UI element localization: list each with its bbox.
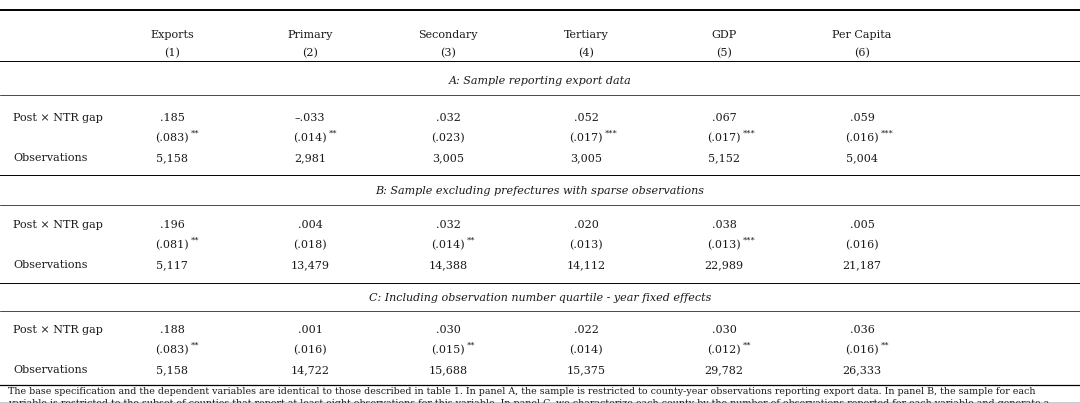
Text: .196: .196 [160, 220, 185, 230]
Text: (.081): (.081) [156, 240, 189, 250]
Text: .188: .188 [160, 325, 185, 335]
Text: **: ** [328, 129, 337, 137]
Text: .038: .038 [712, 220, 737, 230]
Text: (.016): (.016) [846, 133, 879, 143]
Text: 5,004: 5,004 [846, 153, 878, 163]
Text: .185: .185 [160, 113, 185, 123]
Text: Tertiary: Tertiary [564, 30, 608, 40]
Text: (5): (5) [716, 48, 732, 58]
Text: 5,117: 5,117 [157, 260, 188, 270]
Text: ***: *** [605, 129, 617, 137]
Text: Observations: Observations [13, 153, 87, 163]
Text: **: ** [467, 237, 475, 245]
Text: .067: .067 [712, 113, 737, 123]
Text: (.013): (.013) [569, 240, 603, 250]
Text: .052: .052 [573, 113, 598, 123]
Text: 3,005: 3,005 [570, 153, 602, 163]
Text: A: Sample reporting export data: A: Sample reporting export data [448, 76, 632, 86]
Text: 26,333: 26,333 [842, 365, 881, 375]
Text: (.013): (.013) [707, 240, 741, 250]
Text: 5,158: 5,158 [156, 153, 188, 163]
Text: B: Sample excluding prefectures with sparse observations: B: Sample excluding prefectures with spa… [376, 186, 704, 196]
Text: ***: *** [880, 129, 893, 137]
Text: (.012): (.012) [707, 345, 741, 355]
Text: (.014): (.014) [431, 240, 464, 250]
Text: .022: .022 [573, 325, 598, 335]
Text: Primary: Primary [287, 30, 333, 40]
Text: Exports: Exports [150, 30, 194, 40]
Text: 22,989: 22,989 [704, 260, 743, 270]
Text: –.033: –.033 [295, 113, 325, 123]
Text: 15,375: 15,375 [567, 365, 606, 375]
Text: The base specification and the dependent variables are identical to those descri: The base specification and the dependent… [8, 388, 1036, 397]
Text: (.023): (.023) [431, 133, 464, 143]
Text: 5,158: 5,158 [156, 365, 188, 375]
Text: .005: .005 [850, 220, 875, 230]
Text: (.016): (.016) [846, 240, 879, 250]
Text: **: ** [190, 237, 199, 245]
Text: .032: .032 [435, 220, 460, 230]
Text: Observations: Observations [13, 260, 87, 270]
Text: Observations: Observations [13, 365, 87, 375]
Text: (1): (1) [164, 48, 180, 58]
Text: **: ** [190, 129, 199, 137]
Text: **: ** [467, 342, 475, 349]
Text: variable is restricted to the subset of counties that report at least eight obse: variable is restricted to the subset of … [8, 399, 1050, 403]
Text: Post × NTR gap: Post × NTR gap [13, 113, 103, 123]
Text: **: ** [880, 342, 889, 349]
Text: .030: .030 [712, 325, 737, 335]
Text: **: ** [190, 342, 199, 349]
Text: **: ** [742, 342, 751, 349]
Text: (4): (4) [578, 48, 594, 58]
Text: (.016): (.016) [846, 345, 879, 355]
Text: (3): (3) [440, 48, 456, 58]
Text: Secondary: Secondary [418, 30, 477, 40]
Text: GDP: GDP [712, 30, 737, 40]
Text: (.017): (.017) [569, 133, 603, 143]
Text: Post × NTR gap: Post × NTR gap [13, 220, 103, 230]
Text: .001: .001 [298, 325, 323, 335]
Text: (.083): (.083) [156, 345, 189, 355]
Text: .059: .059 [850, 113, 875, 123]
Text: (.014): (.014) [293, 133, 327, 143]
Text: (.018): (.018) [293, 240, 327, 250]
Text: ***: *** [742, 237, 755, 245]
Text: 21,187: 21,187 [842, 260, 881, 270]
Text: (.014): (.014) [569, 345, 603, 355]
Text: (2): (2) [302, 48, 318, 58]
Text: 14,722: 14,722 [291, 365, 329, 375]
Text: .036: .036 [850, 325, 875, 335]
Text: 13,479: 13,479 [291, 260, 329, 270]
Text: .030: .030 [435, 325, 460, 335]
Text: 2,981: 2,981 [294, 153, 326, 163]
Text: 15,688: 15,688 [429, 365, 468, 375]
Text: 29,782: 29,782 [704, 365, 743, 375]
Text: Per Capita: Per Capita [833, 30, 892, 40]
Text: 14,112: 14,112 [566, 260, 606, 270]
Text: 14,388: 14,388 [429, 260, 468, 270]
Text: .004: .004 [298, 220, 323, 230]
Text: (.017): (.017) [707, 133, 741, 143]
Text: .020: .020 [573, 220, 598, 230]
Text: (.083): (.083) [156, 133, 189, 143]
Text: Post × NTR gap: Post × NTR gap [13, 325, 103, 335]
Text: .032: .032 [435, 113, 460, 123]
Text: (.015): (.015) [431, 345, 464, 355]
Text: ***: *** [742, 129, 755, 137]
Text: C: Including observation number quartile - year fixed effects: C: Including observation number quartile… [368, 293, 712, 303]
Text: (.016): (.016) [293, 345, 327, 355]
Text: (6): (6) [854, 48, 869, 58]
Text: 3,005: 3,005 [432, 153, 464, 163]
Text: 5,152: 5,152 [708, 153, 740, 163]
